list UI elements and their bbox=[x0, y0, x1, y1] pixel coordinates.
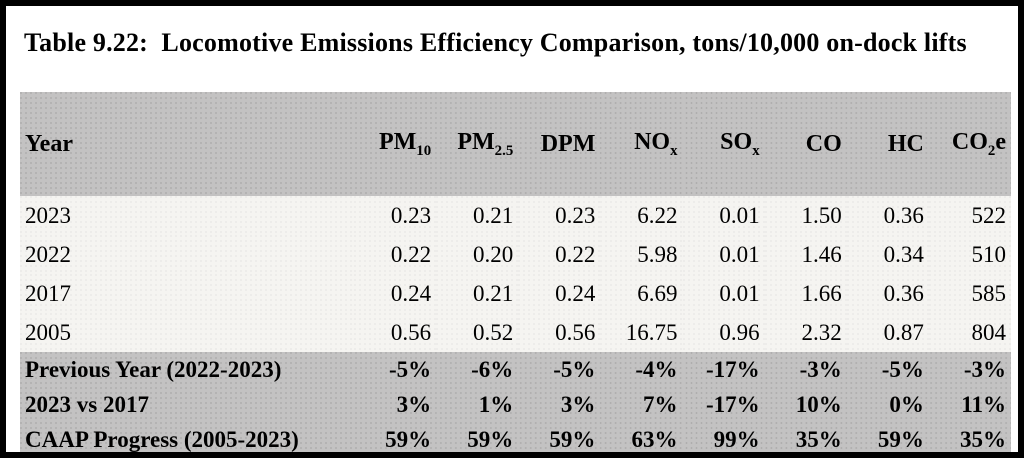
cell-co2e: 11% bbox=[961, 391, 1006, 417]
cell-hc: 59% bbox=[877, 426, 924, 452]
data-row: 2005 0.56 0.52 0.56 16.75 0.96 2.32 0.87 804 bbox=[20, 313, 1011, 352]
cell-sox: 0.96 bbox=[682, 313, 765, 352]
cell-co2e: 510 bbox=[928, 235, 1011, 274]
cell-co: 1.66 bbox=[764, 274, 847, 313]
table-title: Table 9.22: Locomotive Emissions Efficie… bbox=[24, 28, 967, 57]
cell-pm10: 0.24 bbox=[354, 274, 437, 313]
summary-row: CAAP Progress (2005-2023) 59% 59% 59% 63% 99%… bbox=[20, 422, 1011, 452]
cell-co2e: 804 bbox=[928, 313, 1011, 352]
cell-nox: 63% bbox=[631, 426, 678, 452]
cell-hc: 0.87 bbox=[846, 313, 929, 352]
cell-dpm: 0.56 bbox=[518, 313, 601, 352]
cell-nox: 6.22 bbox=[600, 196, 683, 235]
cell-sox: 0.01 bbox=[682, 274, 765, 313]
table-header-row: Year PM10 PM2.5 DPM NOx SOx CO HC CO2e bbox=[20, 92, 1011, 196]
table-body: 2023 0.23 0.21 0.23 6.22 0.01 1.50 0.36 522 2022 0… bbox=[20, 196, 1011, 452]
cell-pm10: -5% bbox=[388, 356, 432, 382]
data-row: 2022 0.22 0.20 0.22 5.98 0.01 1.46 0.34 510 bbox=[20, 235, 1011, 274]
cell-hc: 0.36 bbox=[846, 274, 929, 313]
column-header-pm10: PM10 bbox=[378, 128, 432, 159]
cell-pm2-5: 1% bbox=[478, 391, 514, 417]
cell-sox: -17% bbox=[705, 356, 760, 382]
cell-pm10: 0.23 bbox=[354, 196, 437, 235]
cell-co2e: 585 bbox=[928, 274, 1011, 313]
cell-co2e: 35% bbox=[960, 426, 1006, 452]
cell-co: 35% bbox=[795, 426, 842, 452]
row-label: CAAP Progress (2005-2023) bbox=[25, 426, 299, 452]
cell-dpm: -5% bbox=[553, 356, 596, 382]
cell-hc: 0% bbox=[889, 391, 924, 417]
cell-nox: 16.75 bbox=[600, 313, 683, 352]
cell-pm10: 59% bbox=[385, 426, 432, 452]
column-header-co2e: CO2e bbox=[951, 128, 1006, 159]
column-header-dpm: DPM bbox=[540, 130, 596, 157]
column-header-hc: HC bbox=[887, 130, 924, 157]
cell-pm2-5: 59% bbox=[467, 426, 514, 452]
cell-sox: 0.01 bbox=[682, 235, 765, 274]
summary-row: Previous Year (2022-2023) -5% -6% -5% -4% -17… bbox=[20, 352, 1011, 387]
cell-hc: 0.34 bbox=[846, 235, 929, 274]
row-label: 2023 vs 2017 bbox=[25, 391, 149, 417]
cell-sox: -17% bbox=[705, 391, 760, 417]
data-row: 2017 0.24 0.21 0.24 6.69 0.01 1.66 0.36 585 bbox=[20, 274, 1011, 313]
cell-pm2-5: 0.21 bbox=[436, 196, 519, 235]
row-label: 2005 bbox=[20, 313, 354, 352]
cell-co: 1.50 bbox=[764, 196, 847, 235]
cell-pm2-5: 0.21 bbox=[436, 274, 519, 313]
column-header-pm2-5: PM2.5 bbox=[457, 128, 514, 159]
column-header-year: Year bbox=[25, 130, 73, 157]
cell-hc: -5% bbox=[881, 356, 924, 382]
row-label: 2023 bbox=[20, 196, 354, 235]
cell-pm2-5: 0.20 bbox=[436, 235, 519, 274]
cell-nox: 7% bbox=[643, 391, 678, 417]
cell-dpm: 0.24 bbox=[518, 274, 601, 313]
row-label: 2017 bbox=[20, 274, 354, 313]
cell-sox: 0.01 bbox=[682, 196, 765, 235]
cell-co: 10% bbox=[795, 391, 842, 417]
column-header-co: CO bbox=[805, 130, 842, 157]
cell-nox: 6.69 bbox=[600, 274, 683, 313]
cell-pm2-5: -6% bbox=[471, 356, 514, 382]
emissions-table: Year PM10 PM2.5 DPM NOx SOx CO HC CO2e 2023 0.23 0… bbox=[20, 92, 1011, 452]
cell-hc: 0.36 bbox=[846, 196, 929, 235]
cell-co2e: 522 bbox=[928, 196, 1011, 235]
cell-dpm: 3% bbox=[560, 391, 596, 417]
cell-pm10: 0.22 bbox=[354, 235, 437, 274]
column-header-sox: SOx bbox=[720, 128, 760, 159]
table-header: Year PM10 PM2.5 DPM NOx SOx CO HC CO2e bbox=[20, 92, 1011, 196]
summary-row: 2023 vs 2017 3% 1% 3% 7% -17% 10% 0% 11% bbox=[20, 387, 1011, 422]
cell-dpm: 0.22 bbox=[518, 235, 601, 274]
cell-nox: 5.98 bbox=[600, 235, 683, 274]
cell-co2e: -3% bbox=[963, 356, 1006, 382]
cell-sox: 99% bbox=[713, 426, 760, 452]
row-label: 2022 bbox=[20, 235, 354, 274]
column-header-nox: NOx bbox=[634, 128, 678, 159]
cell-co: 1.46 bbox=[764, 235, 847, 274]
cell-co: -3% bbox=[799, 356, 842, 382]
cell-dpm: 0.23 bbox=[518, 196, 601, 235]
cell-pm10: 3% bbox=[396, 391, 432, 417]
cell-pm10: 0.56 bbox=[354, 313, 437, 352]
cell-pm2-5: 0.52 bbox=[436, 313, 519, 352]
data-row: 2023 0.23 0.21 0.23 6.22 0.01 1.50 0.36 522 bbox=[20, 196, 1011, 235]
cell-nox: -4% bbox=[635, 356, 678, 382]
cell-dpm: 59% bbox=[549, 426, 596, 452]
row-label: Previous Year (2022-2023) bbox=[25, 356, 282, 382]
cell-co: 2.32 bbox=[764, 313, 847, 352]
